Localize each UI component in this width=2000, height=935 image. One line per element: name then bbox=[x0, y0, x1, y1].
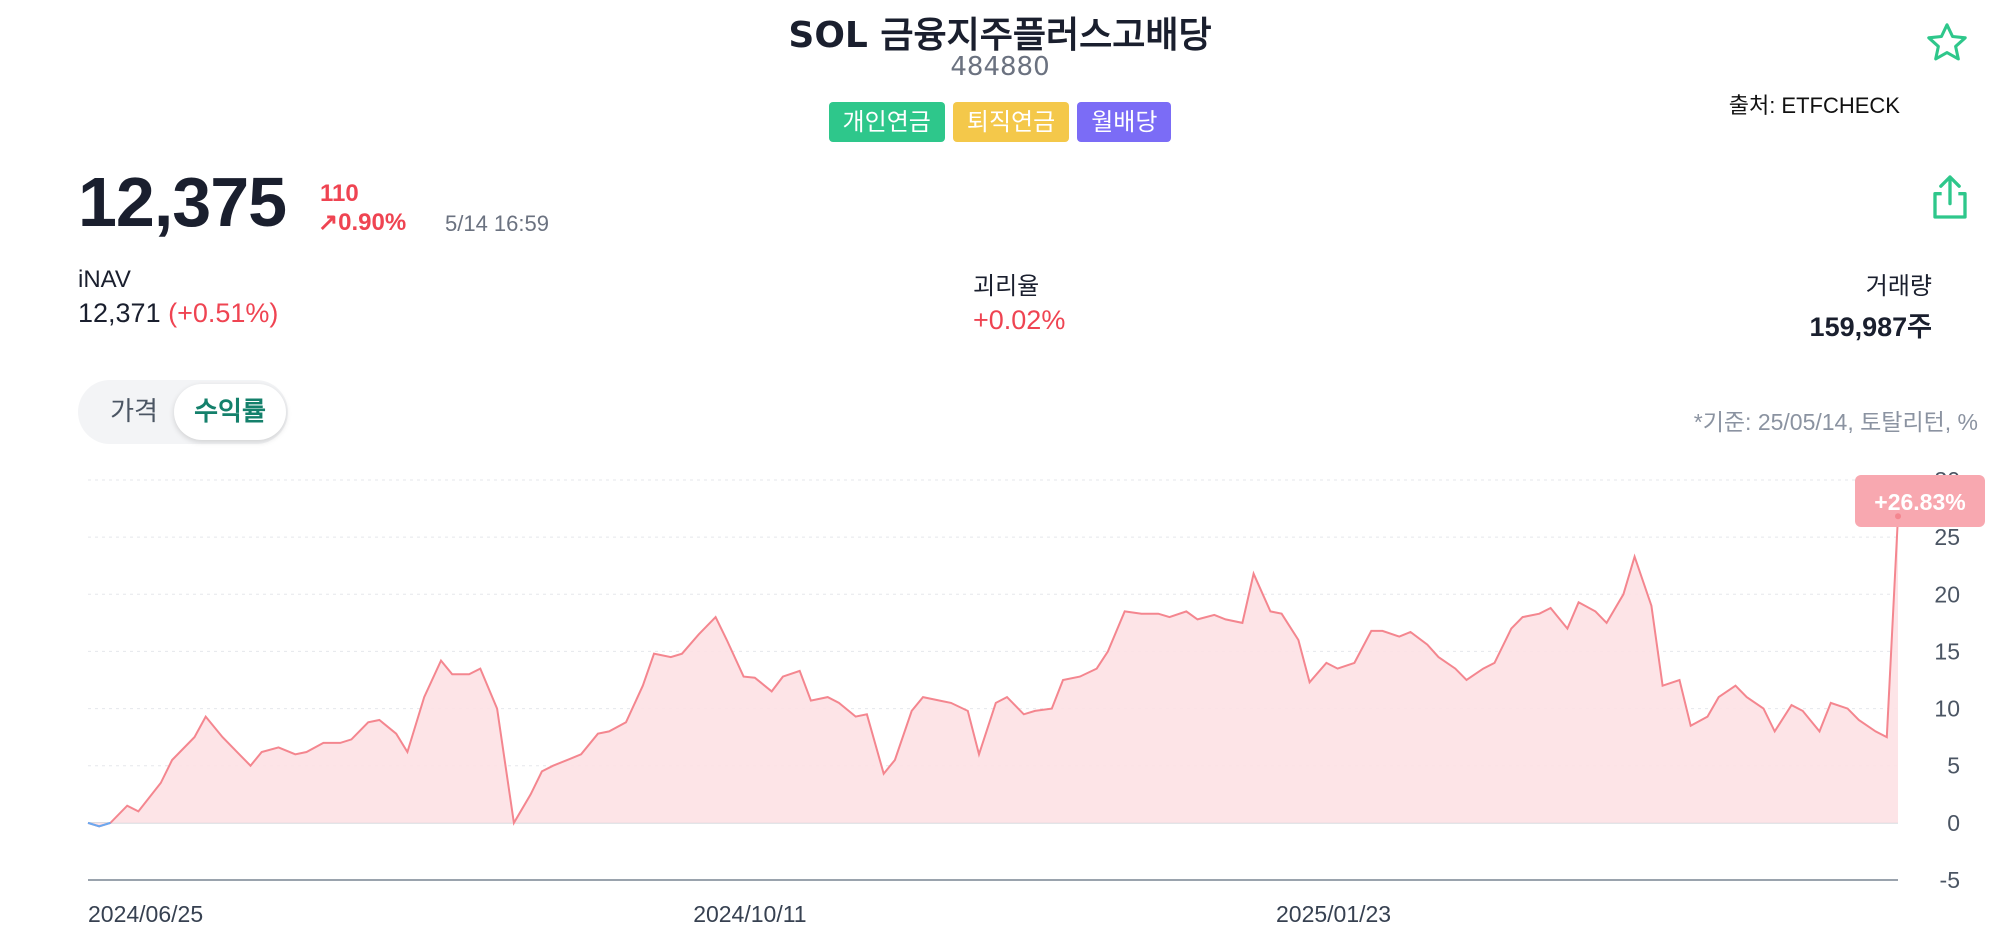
price-change-percent: ↗0.90% bbox=[318, 209, 407, 236]
inav-value: 12,371 bbox=[78, 298, 161, 328]
price-change: 110 bbox=[320, 180, 359, 207]
inav-label: iNAV bbox=[78, 266, 131, 293]
etf-code: 484880 bbox=[950, 52, 1050, 82]
current-price: 12,375 bbox=[78, 163, 287, 241]
return-chart: 302520151050-52024/06/252024/10/112025/0… bbox=[87, 467, 1985, 927]
premium-label: 괴리율 bbox=[973, 273, 1040, 300]
star-outline-icon[interactable] bbox=[1924, 20, 1970, 66]
etf-title: SOL 금융지주플러스고배당 bbox=[788, 15, 1212, 56]
y-tick-label: 15 bbox=[1934, 638, 1960, 664]
volume-block: 거래량 159,987주 bbox=[1810, 266, 1932, 344]
premium-value: +0.02% bbox=[973, 305, 1066, 335]
inav-change: (+0.51%) bbox=[168, 298, 279, 328]
x-tick-label: 2024/06/25 bbox=[88, 901, 203, 927]
chart-mode-toggle: 가격 수익률 bbox=[78, 380, 288, 444]
y-tick-label: 0 bbox=[1947, 810, 1960, 836]
y-tick-label: 10 bbox=[1934, 696, 1960, 722]
source-label: 출처: ETFCHECK bbox=[1728, 93, 1900, 118]
y-tick-label: 25 bbox=[1934, 524, 1960, 550]
basis-note: *기준: 25/05/14, 토탈리턴, % bbox=[1693, 409, 1978, 435]
share-icon[interactable] bbox=[1930, 172, 1970, 222]
tag-badge: 월배당 bbox=[1077, 102, 1172, 142]
return-area bbox=[88, 516, 1898, 827]
last-value-badge bbox=[1855, 475, 1985, 527]
inav-value-row: 12,371 (+0.51%) bbox=[78, 298, 278, 329]
tag-badge: 개인연금 bbox=[828, 102, 945, 142]
tab-price[interactable]: 가격 bbox=[110, 397, 158, 427]
tab-return[interactable]: 수익률 bbox=[174, 384, 286, 440]
y-tick-label: -5 bbox=[1940, 867, 1960, 893]
volume-label: 거래량 bbox=[1865, 273, 1932, 300]
y-tick-label: 20 bbox=[1934, 581, 1960, 607]
volume-value: 159,987주 bbox=[1809, 312, 1932, 342]
tag-badge: 퇴직연금 bbox=[952, 102, 1070, 142]
last-point bbox=[1895, 513, 1901, 520]
negative-segment bbox=[87, 821, 111, 828]
premium-block: 괴리율 +0.02% bbox=[973, 266, 1065, 336]
tag-list: 개인연금 퇴직연금 월배당 bbox=[0, 102, 2000, 142]
last-value-label: +26.83% bbox=[1874, 489, 1965, 515]
quote-timestamp: 5/14 16:59 bbox=[445, 211, 549, 236]
return-line bbox=[87, 516, 1899, 828]
inav-block: iNAV 12,371 (+0.51%) bbox=[78, 266, 278, 329]
x-tick-label: 2025/01/23 bbox=[1276, 901, 1391, 927]
y-tick-label: 5 bbox=[1947, 753, 1960, 779]
x-tick-label: 2024/10/11 bbox=[693, 901, 806, 927]
